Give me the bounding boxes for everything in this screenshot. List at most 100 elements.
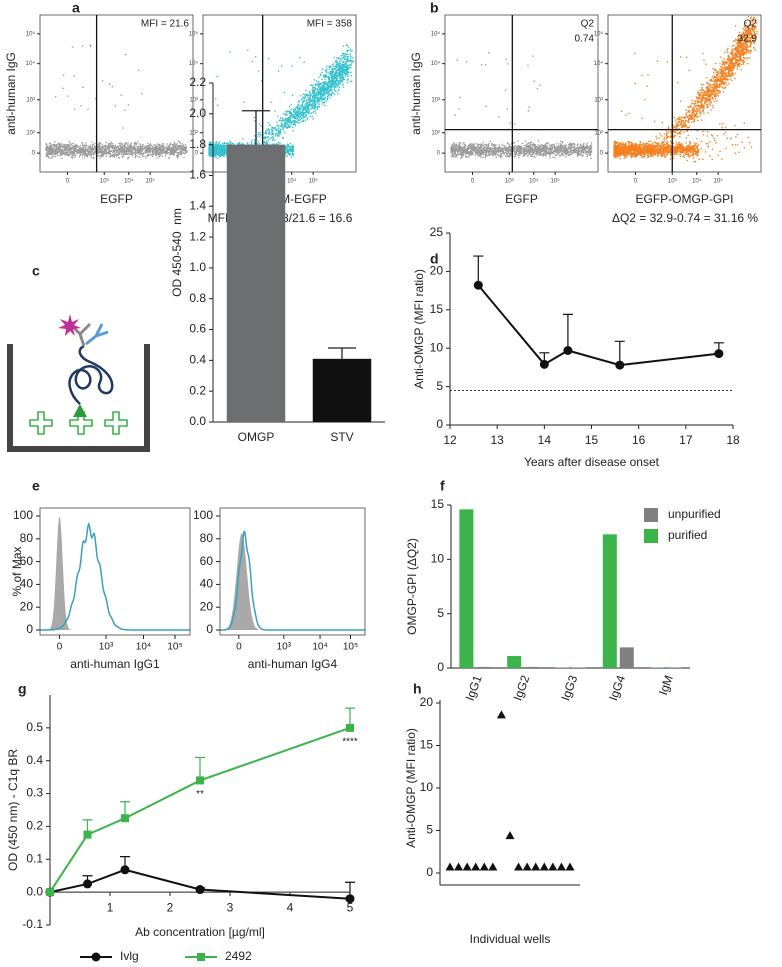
y-tick-label: 40 bbox=[200, 577, 214, 591]
panel-letter: h bbox=[413, 681, 422, 697]
y-tick-label: 40 bbox=[20, 577, 34, 591]
y-tick-label: 1.8 bbox=[189, 137, 206, 151]
y-tick-label: 10² bbox=[26, 130, 35, 136]
y-tick-label: 10³ bbox=[431, 97, 440, 103]
point bbox=[454, 862, 464, 871]
legend-marker bbox=[197, 953, 205, 961]
y-axis-label: Anti-OMGP (MFI ratio) bbox=[404, 728, 418, 848]
point bbox=[496, 710, 506, 719]
legend-label: unpurified bbox=[668, 507, 721, 521]
error-bar bbox=[328, 347, 356, 359]
x-tick-label: 10⁴ bbox=[529, 178, 539, 185]
y-tick-label: 0.4 bbox=[26, 753, 43, 767]
y-tick-label: 0 bbox=[206, 622, 213, 636]
y-tick-label: 60 bbox=[200, 554, 214, 568]
point bbox=[195, 885, 205, 895]
y-tick-label: 10⁴ bbox=[431, 60, 441, 67]
legend-label: 2492 bbox=[225, 949, 252, 963]
bar bbox=[650, 667, 665, 668]
y-axis-label: OD 450-540 nm bbox=[170, 208, 184, 297]
bar bbox=[459, 509, 474, 668]
y-tick-label: 2.2 bbox=[189, 75, 206, 89]
y-axis-label: anti-human IgG bbox=[409, 52, 423, 135]
x-axis-label: anti-human IgG1 bbox=[70, 657, 160, 671]
x-axis-label: Years after disease onset bbox=[524, 455, 660, 469]
point bbox=[196, 776, 204, 785]
y-tick-label: 20 bbox=[430, 264, 444, 278]
point bbox=[120, 865, 130, 875]
legend-swatch bbox=[644, 529, 658, 543]
point bbox=[563, 346, 573, 356]
x-tick-label: 0 bbox=[236, 642, 242, 653]
y-tick-label: 1.6 bbox=[189, 168, 206, 182]
bar bbox=[619, 647, 634, 668]
x-tick-label: 0 bbox=[57, 642, 63, 653]
x-tick-label: 15 bbox=[585, 433, 599, 447]
x-tick-label: 10⁴ bbox=[287, 178, 297, 185]
point bbox=[479, 862, 489, 871]
x-tick-label: 10³ bbox=[277, 642, 292, 653]
panel-letter: g bbox=[18, 681, 27, 697]
quadrant-value: 0.74 bbox=[575, 34, 595, 45]
y-tick-label: 20 bbox=[200, 599, 214, 613]
caption: ΔQ2 = 32.9-0.74 = 31.16 % bbox=[612, 211, 758, 225]
y-tick-label: 10 bbox=[420, 780, 434, 794]
point bbox=[83, 830, 92, 839]
y-tick-label: 20 bbox=[20, 599, 34, 613]
y-axis-label: anti-human IgG bbox=[4, 52, 18, 135]
y-tick-label: 0.0 bbox=[189, 414, 206, 428]
x-tick-label: 17 bbox=[679, 433, 693, 447]
y-tick-label: 10³ bbox=[189, 97, 198, 103]
y-tick-label: 0 bbox=[32, 151, 36, 157]
y-tick-label: 0.4 bbox=[189, 353, 206, 367]
point bbox=[531, 862, 541, 871]
x-tick-label: 18 bbox=[726, 433, 740, 447]
antibody bbox=[68, 322, 109, 347]
histogram-outline bbox=[40, 521, 190, 631]
y-tick-label: 5 bbox=[437, 606, 444, 620]
x-tick-label: 10⁴ bbox=[312, 642, 327, 653]
y-tick-label: 0.2 bbox=[26, 819, 43, 833]
point bbox=[539, 862, 549, 871]
y-axis-label: OD (450 nm) - C1q BR bbox=[6, 749, 20, 871]
point bbox=[462, 862, 472, 871]
y-tick-label: 10 bbox=[431, 552, 445, 566]
point bbox=[83, 879, 92, 889]
x-tick-label: 10⁵ bbox=[167, 642, 182, 653]
assay-diagram bbox=[7, 314, 150, 452]
legend-swatch bbox=[644, 508, 658, 522]
detection-label bbox=[58, 314, 81, 336]
bar bbox=[476, 666, 491, 668]
y-tick-label: 80 bbox=[20, 531, 34, 545]
y-tick-label: 5 bbox=[436, 379, 443, 393]
x-tick-label: 0 bbox=[471, 179, 475, 185]
point bbox=[615, 360, 625, 370]
legend-label: Ivlg bbox=[120, 949, 139, 963]
y-tick-label: 1.2 bbox=[189, 229, 206, 243]
x-tick-label: 10⁴ bbox=[124, 178, 134, 185]
point bbox=[46, 888, 54, 897]
point bbox=[565, 862, 575, 871]
bar bbox=[507, 656, 522, 668]
x-tick-label: 10³ bbox=[668, 179, 677, 185]
y-tick-label: 0 bbox=[26, 622, 33, 636]
x-tick-label: OMGP bbox=[238, 430, 275, 444]
x-tick-label: 1 bbox=[107, 900, 114, 914]
quadrant-value: 32.9 bbox=[738, 34, 758, 45]
bar bbox=[524, 666, 539, 668]
x-tick-label: 13 bbox=[490, 433, 504, 447]
y-tick-label: 1.4 bbox=[189, 198, 206, 212]
y-tick-label: 1.0 bbox=[189, 260, 206, 274]
x-axis-label: EGFP bbox=[505, 192, 538, 206]
series-line bbox=[49, 868, 351, 900]
y-tick-label: 0 bbox=[426, 865, 433, 879]
x-tick-label: 10⁵ bbox=[343, 642, 358, 653]
y-tick-label: 0 bbox=[195, 151, 199, 157]
y-tick-label: 10⁵ bbox=[594, 30, 604, 37]
x-tick-label: IgG4 bbox=[606, 673, 628, 703]
point bbox=[471, 862, 481, 871]
y-tick-label: 20 bbox=[420, 695, 434, 709]
x-tick-label: 10⁴ bbox=[136, 642, 151, 653]
bar bbox=[572, 667, 586, 668]
series-line bbox=[49, 726, 351, 893]
